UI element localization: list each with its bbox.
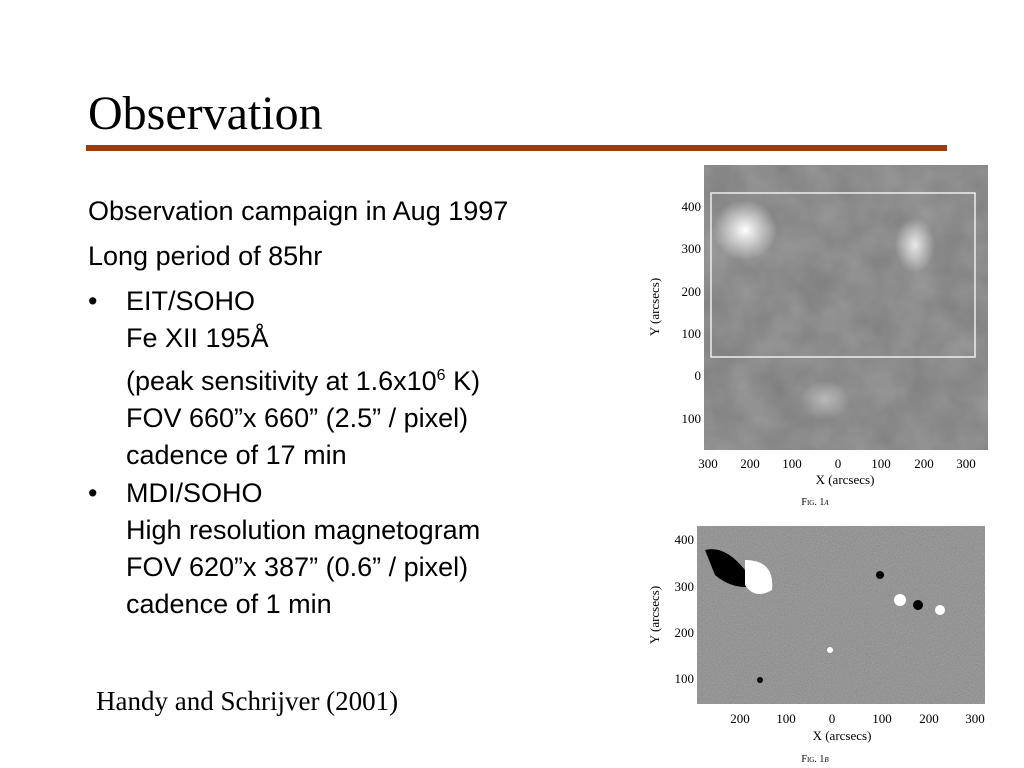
bullet-line: FOV 660”x 660” (2.5” / pixel) <box>126 403 469 433</box>
figure-caption: Fig. 1b <box>801 754 828 765</box>
bullet-head: MDI/SOHO <box>126 478 263 508</box>
y-tick-label: 300 <box>681 241 702 256</box>
x-tick-label: 100 <box>782 456 802 471</box>
y-tick-label: 200 <box>674 625 695 640</box>
y-tick-label: 100 <box>681 411 702 426</box>
y-axis-label: Y (arcsecs) <box>647 277 662 337</box>
bullet-dot: • <box>88 478 98 508</box>
slide-title: Observation <box>88 87 323 140</box>
superscript: 6 <box>436 367 446 384</box>
image-eit <box>704 165 988 450</box>
x-axis-label: X (arcsecs) <box>812 728 872 743</box>
caption-letter: b <box>824 754 829 765</box>
x-tick-label: 200 <box>919 711 939 726</box>
y-tick-label: 0 <box>694 368 702 383</box>
y-axis-label: Y (arcsecs) <box>647 585 662 645</box>
image-mdi <box>697 526 985 704</box>
y-tick-label: 100 <box>681 326 702 341</box>
x-tick-label: 200 <box>730 711 750 726</box>
x-tick-label: 300 <box>956 456 976 471</box>
bullet-line: cadence of 1 min <box>126 589 332 619</box>
bullet-line: Fe XII 195Å <box>126 323 269 353</box>
bullet-line: cadence of 17 min <box>126 440 347 470</box>
x-tick-label: 100 <box>872 711 892 726</box>
bullet-head: EIT/SOHO <box>126 286 256 316</box>
y-tick-label: 200 <box>681 284 702 299</box>
caption-letter: a <box>824 497 829 508</box>
x-tick-label: 0 <box>828 711 836 726</box>
caption-text: Fig. 1 <box>801 754 825 765</box>
bullet-block: EIT/SOHO Fe XII 195Å (peak sensitivity a… <box>126 283 480 474</box>
title-rule <box>86 145 947 151</box>
x-tick-label: 200 <box>914 456 934 471</box>
x-tick-label: 200 <box>740 456 760 471</box>
figure-caption: Fig. 1a <box>801 497 828 508</box>
bullet-block: MDI/SOHO High resolution magnetogram FOV… <box>126 475 480 623</box>
x-tick-label: 0 <box>834 456 842 471</box>
y-tick-label: 100 <box>674 671 695 686</box>
y-tick-label: 300 <box>674 579 695 594</box>
bullet-line: (peak sensitivity at 1.6x106 K) <box>126 357 480 400</box>
text-line: Long period of 85hr <box>88 241 323 271</box>
bullet-line: High resolution magnetogram <box>126 515 481 545</box>
y-tick-label: 400 <box>674 532 695 547</box>
x-tick-label: 100 <box>871 456 891 471</box>
text: K) <box>445 366 481 396</box>
x-tick-label: 300 <box>965 711 985 726</box>
x-tick-label: 100 <box>776 711 796 726</box>
y-tick-label: 400 <box>681 199 702 214</box>
x-tick-label: 300 <box>698 456 718 471</box>
x-axis-label: X (arcsecs) <box>815 472 875 487</box>
bullet-line: FOV 620”x 387” (0.6” / pixel) <box>126 552 469 582</box>
citation: Handy and Schrijver (2001) <box>96 686 399 716</box>
caption-text: Fig. 1 <box>801 497 825 508</box>
text-line: Observation campaign in Aug 1997 <box>88 196 509 226</box>
bullet-dot: • <box>88 286 98 316</box>
text: (peak sensitivity at 1.6x10 <box>126 366 437 396</box>
